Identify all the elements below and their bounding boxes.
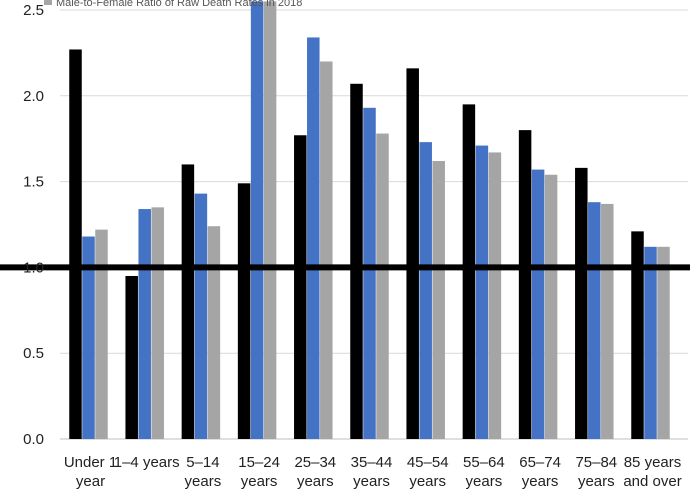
bar [125,275,138,439]
category-label: years [466,473,503,490]
bar [475,145,489,439]
category-label: year [76,473,105,490]
bar [138,209,151,439]
category-label: 1–4 years [114,454,180,471]
bar [601,203,614,439]
bar [631,231,644,439]
bar [419,142,432,439]
bar [575,167,588,439]
bar [294,135,307,439]
y-tick-label: 1.0 [23,259,44,276]
bar [350,83,363,440]
bar [82,236,95,439]
bar [207,226,221,439]
bar [363,107,376,439]
category-label: 55–64 [463,454,505,471]
category-label: Under 1 [64,454,117,471]
category-label: 85 years [624,454,682,471]
bar [518,130,532,439]
category-label: 25–34 [294,454,336,471]
bar [462,104,476,439]
x-axis: Under 1 year 1–4 years 5–14 years 15–24 years 2… [64,454,682,490]
category-label: 65–74 [519,454,561,471]
bar [194,193,208,439]
category-label: years [241,473,278,490]
bar [644,246,657,439]
legend-label: Male-to-Female Ratio of Raw Death Rates … [56,0,302,9]
bars-group [69,1,670,440]
y-tick-label: 2.0 [23,88,44,105]
y-tick-label: 2.5 [23,2,44,19]
category-label: 45–54 [407,454,449,471]
bar [588,202,601,439]
bar [531,169,545,439]
bar [406,68,419,440]
category-label: years [297,473,334,490]
category-label: years [353,473,390,490]
bar [432,161,445,439]
category-label: 75–84 [575,454,617,471]
category-label: 5–14 [186,454,219,471]
y-tick-label: 0.5 [23,345,44,362]
category-label: years [578,473,615,490]
category-label: years [522,473,559,490]
y-tick-label: 0.0 [23,431,44,448]
bar [307,37,320,440]
y-axis: 0.0 0.5 1.0 1.5 2.0 2.5 [23,2,44,448]
bar [95,229,108,439]
bar [181,164,195,439]
y-tick-label: 1.5 [23,174,44,191]
bar [657,246,670,439]
category-label: 15–24 [238,454,280,471]
bar [250,1,264,439]
legend-swatch [44,0,52,5]
category-label: years [409,473,446,490]
bar [376,133,389,439]
category-label: 35–44 [351,454,393,471]
bar [237,183,251,439]
bar [263,1,277,439]
bar [320,61,333,439]
legend: Male-to-Female Ratio of Raw Death Rates … [44,0,302,9]
category-label: years [185,473,222,490]
bar [69,49,82,440]
bar [151,207,164,439]
category-label: and over [623,473,681,490]
bar [544,174,558,439]
bar [488,152,502,440]
